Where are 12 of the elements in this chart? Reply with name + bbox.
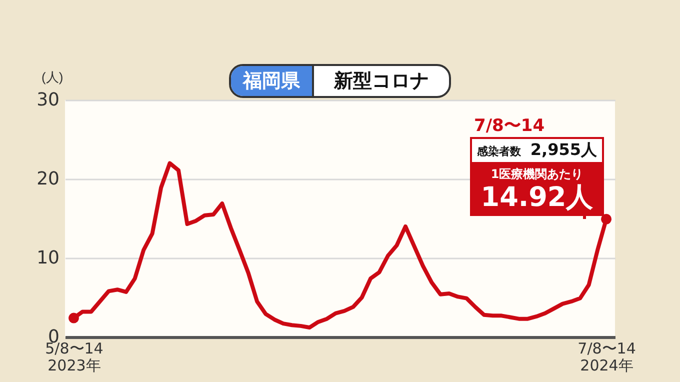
y-tick-label: 20 [36, 168, 60, 190]
x-tick-label: 7/8〜14 2024年 [578, 340, 636, 374]
annotation: 7/8〜14 [473, 115, 546, 137]
y-axis-title: (人) [42, 70, 64, 84]
y-tick-label: 10 [36, 248, 60, 268]
annotation: 感染者数 [477, 144, 521, 159]
y-tick-label: 30 [36, 90, 60, 110]
annotation: 14.92人 [480, 182, 594, 213]
annotation: 2,955人 [530, 140, 597, 161]
chart-title: 福岡県 [231, 66, 314, 96]
annotation: 1医療機関あたり [490, 166, 584, 183]
chart-subtitle: 新型コロナ [332, 69, 430, 94]
